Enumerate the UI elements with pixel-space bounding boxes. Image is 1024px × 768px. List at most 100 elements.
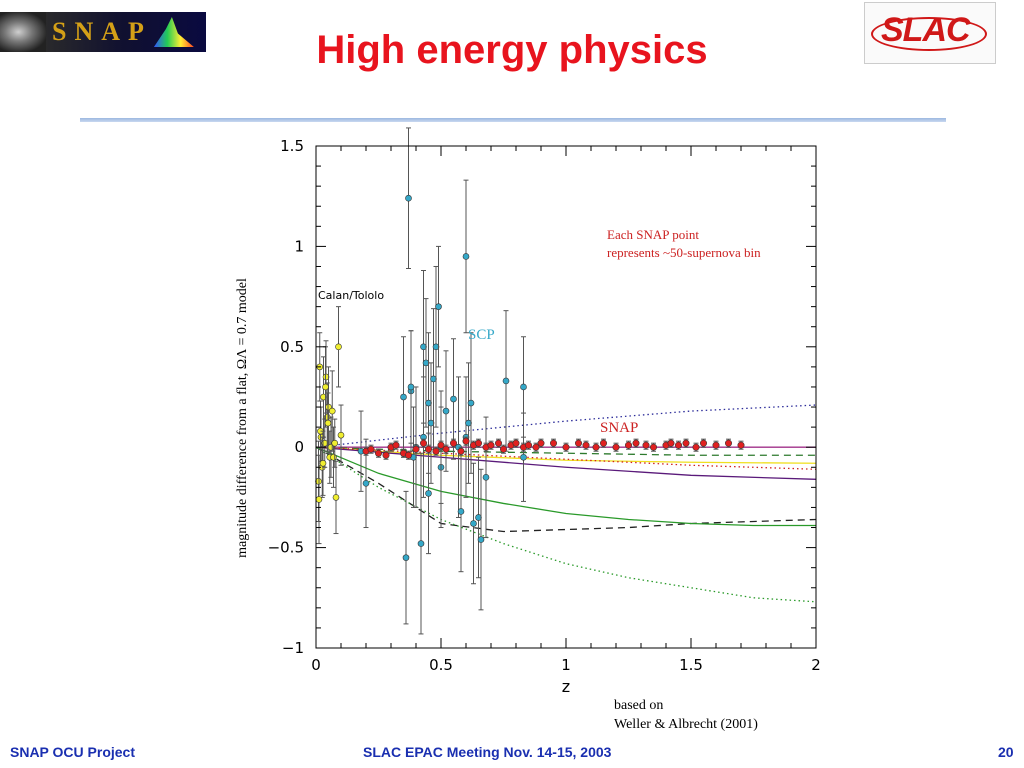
scp-point — [425, 490, 432, 497]
scp-point — [502, 377, 510, 385]
calan-point — [331, 439, 339, 447]
calan-point — [322, 383, 329, 391]
orbit-ring-icon — [871, 17, 987, 51]
calan-label: Calan/Tololo — [318, 289, 384, 302]
scp-point — [402, 554, 410, 561]
snap-point — [537, 439, 545, 447]
scp-point — [405, 194, 412, 202]
scp-point — [467, 399, 475, 407]
snap-note-line2: represents ~50-supernova bin — [607, 245, 761, 260]
y-tick-label: 1 — [294, 237, 304, 255]
footer-meeting: SLAC EPAC Meeting Nov. 14-15, 2003 — [363, 744, 612, 760]
scp-point — [362, 480, 370, 487]
snap-point — [737, 441, 745, 449]
snap-point — [724, 439, 732, 447]
y-tick-label: 0.5 — [280, 338, 304, 356]
snap-point — [612, 443, 620, 451]
calan-point — [330, 453, 337, 461]
credit-line2: Weller & Albrecht (2001) — [614, 717, 758, 732]
model-curve-8 — [315, 446, 816, 527]
snap-logo: SNAP — [0, 12, 206, 52]
snap-point — [487, 441, 495, 449]
scp-point — [477, 536, 485, 543]
snap-point — [462, 437, 470, 445]
calan-point — [319, 459, 327, 467]
scp-point — [457, 508, 465, 515]
scp-point — [482, 474, 490, 481]
model-curves — [315, 404, 817, 603]
y-tick-label: 1.5 — [280, 137, 304, 155]
x-tick-label: 2 — [811, 656, 821, 674]
calan-point — [337, 431, 345, 439]
slac-logo-text: SLAC — [881, 11, 971, 49]
snap-point — [712, 441, 720, 449]
calan-point — [315, 496, 323, 503]
x-tick-label: 0 — [311, 656, 321, 674]
x-tick-label: 1 — [561, 656, 571, 674]
snap-point — [442, 445, 450, 453]
scp-point — [470, 520, 477, 527]
model-curve-5 — [315, 446, 817, 480]
snap-point — [562, 443, 570, 451]
snap-point — [574, 439, 582, 447]
snap-point — [424, 445, 432, 453]
snap-point — [649, 443, 657, 451]
snap-point — [392, 441, 400, 449]
snap-note-line1: Each SNAP point — [607, 227, 699, 242]
axis-ticks: 0 0.5 1 1.5 2 −1 −0.5 0 0.5 1 1.5 — [268, 137, 821, 674]
y-tick-label: 0 — [294, 438, 304, 456]
snap-point — [524, 441, 532, 449]
scp-point — [442, 407, 450, 415]
scp-point — [462, 253, 470, 260]
snap-point — [682, 439, 690, 447]
snap-point — [692, 443, 700, 451]
footer-project: SNAP OCU Project — [10, 744, 135, 760]
model-curve-4 — [315, 446, 817, 464]
plot-frame — [315, 145, 817, 649]
scp-point — [407, 383, 415, 391]
slac-logo: SLAC — [864, 2, 996, 64]
snap-point — [667, 439, 675, 447]
snap-point — [367, 445, 375, 453]
scp-point — [435, 303, 442, 310]
scp-label: SCP — [468, 327, 495, 343]
footer-page-number: 20 — [998, 744, 1014, 760]
snap-point — [699, 439, 707, 447]
snap-point — [499, 445, 507, 453]
scp-point — [417, 540, 425, 547]
x-axis-label: z — [562, 677, 570, 696]
title-divider — [80, 118, 946, 122]
snap-point — [624, 441, 632, 449]
calan-point — [335, 343, 342, 351]
scp-point — [450, 395, 457, 403]
calan-point — [324, 419, 332, 427]
snap-point — [432, 447, 440, 455]
snap-point — [412, 445, 420, 453]
scp-point — [520, 453, 527, 461]
data-points — [315, 127, 745, 635]
snap-point — [674, 441, 682, 449]
scp-point — [400, 393, 407, 401]
calan-point — [328, 407, 336, 415]
x-tick-label: 1.5 — [679, 656, 703, 674]
snap-point — [374, 449, 382, 457]
snap-point — [404, 451, 412, 459]
snap-point — [592, 443, 600, 451]
snap-point — [582, 441, 590, 449]
snap-point — [512, 439, 520, 447]
snap-point — [549, 439, 557, 447]
snap-point — [419, 439, 427, 447]
y-tick-label: −1 — [282, 639, 304, 657]
model-curve-7 — [315, 446, 817, 533]
scp-point — [520, 383, 527, 391]
y-axis-label: magnitude difference from a flat, ΩΛ = 0… — [235, 278, 250, 558]
y-tick-label: −0.5 — [268, 539, 304, 557]
snap-point — [642, 441, 650, 449]
galaxy-icon — [0, 12, 46, 52]
credit-line1: based on — [614, 698, 663, 713]
slide-title: High energy physics — [316, 28, 708, 72]
x-tick-label: 0.5 — [429, 656, 453, 674]
snap-point — [449, 439, 457, 447]
snap-point — [474, 439, 482, 447]
